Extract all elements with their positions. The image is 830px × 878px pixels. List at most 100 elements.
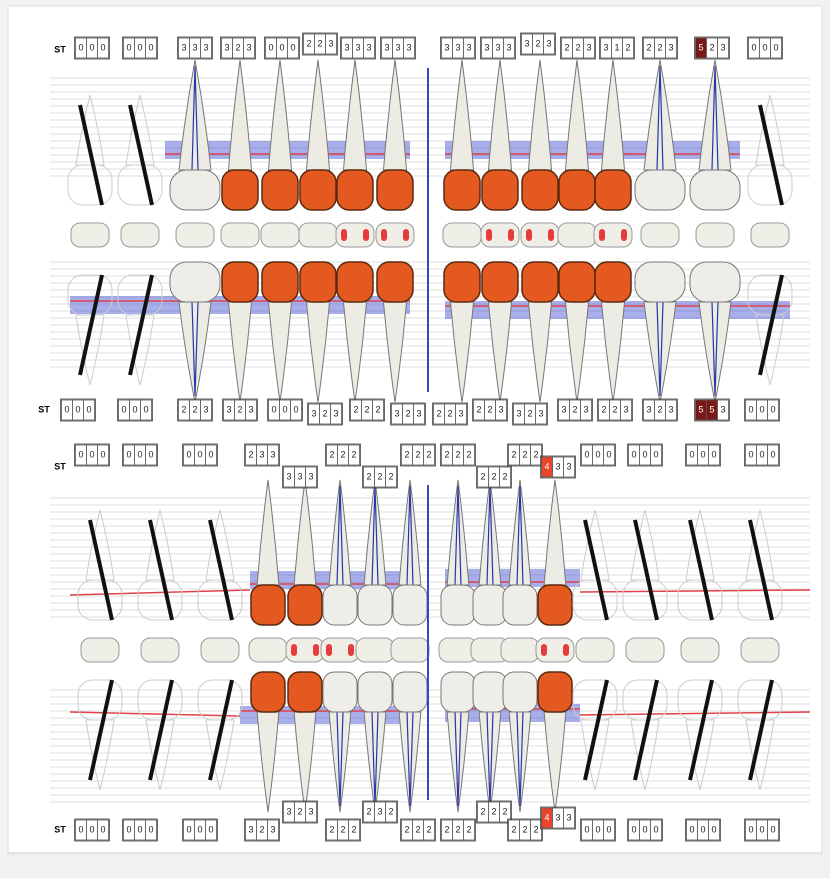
depth-value: 0 <box>186 824 191 834</box>
tooth-crown <box>300 170 336 210</box>
depth-value: 0 <box>137 449 142 459</box>
depth-value: 0 <box>689 824 694 834</box>
depth-value: 2 <box>329 449 334 459</box>
tooth-crown <box>473 672 507 712</box>
occlusal-view <box>741 638 779 662</box>
depth-value: 5 <box>698 42 703 52</box>
tooth-crown <box>538 585 572 625</box>
depth-value: 0 <box>148 449 153 459</box>
depth-value: 2 <box>366 471 371 481</box>
depth-value: 0 <box>770 404 775 414</box>
tooth-crown <box>262 262 298 302</box>
depth-value: 0 <box>653 449 658 459</box>
occlusal-view <box>751 223 789 247</box>
tooth-crown <box>393 585 427 625</box>
tooth-crown <box>170 262 220 302</box>
occlusal-view <box>356 638 394 662</box>
depth-value: 0 <box>711 824 716 834</box>
depth-value: 0 <box>89 42 94 52</box>
depth-value: 0 <box>748 824 753 834</box>
depth-value: 3 <box>623 404 628 414</box>
tooth-crown <box>690 170 740 210</box>
tooth-crown <box>323 585 357 625</box>
depth-value: 2 <box>612 404 617 414</box>
depth-value: 3 <box>466 42 471 52</box>
depth-value: 0 <box>279 42 284 52</box>
depth-value: 0 <box>121 404 126 414</box>
occlusal-view <box>121 223 159 247</box>
depth-value: 2 <box>601 404 606 414</box>
tooth-crown <box>222 262 258 302</box>
depth-value: 0 <box>689 449 694 459</box>
depth-value: 0 <box>126 449 131 459</box>
tooth-crown <box>635 262 685 302</box>
depth-value: 2 <box>436 408 441 418</box>
tooth-crown <box>222 170 258 210</box>
filling <box>541 644 547 656</box>
footer-strip <box>8 852 822 854</box>
depth-value: 0 <box>762 42 767 52</box>
depth-value: 4 <box>544 812 549 822</box>
filling <box>348 644 354 656</box>
depth-value: 5 <box>698 404 703 414</box>
depth-value: 3 <box>720 42 725 52</box>
tooth-crown <box>522 170 558 210</box>
depth-value: 3 <box>270 824 275 834</box>
depth-value: 2 <box>259 824 264 834</box>
tooth-crown <box>595 262 631 302</box>
filling <box>403 229 409 241</box>
row-label: ST <box>54 824 66 834</box>
depth-value: 0 <box>759 449 764 459</box>
depth-value: 0 <box>89 449 94 459</box>
depth-value: 3 <box>444 42 449 52</box>
depth-value: 2 <box>317 38 322 48</box>
depth-value: 2 <box>297 806 302 816</box>
occlusal-view <box>261 223 299 247</box>
tooth-crown <box>595 170 631 210</box>
depth-value: 3 <box>546 38 551 48</box>
depth-value: 0 <box>595 449 600 459</box>
occlusal-view <box>201 638 239 662</box>
depth-value: 3 <box>566 461 571 471</box>
depth-value: 0 <box>642 449 647 459</box>
depth-value: 0 <box>711 449 716 459</box>
depth-value: 2 <box>322 408 327 418</box>
depth-value: 4 <box>544 461 549 471</box>
tooth-crown <box>503 585 537 625</box>
perio-chart: ST00000033332300022333333333333332322331… <box>0 0 830 878</box>
depth-value: 3 <box>555 812 560 822</box>
tooth-crown <box>377 262 413 302</box>
depth-value: 3 <box>586 42 591 52</box>
depth-value: 0 <box>137 824 142 834</box>
depth-value: 2 <box>466 824 471 834</box>
occlusal-view <box>696 223 734 247</box>
depth-value: 0 <box>148 824 153 834</box>
filling <box>621 229 627 241</box>
depth-value: 3 <box>495 42 500 52</box>
depth-value: 0 <box>100 449 105 459</box>
row-label: ST <box>54 44 66 54</box>
depth-value: 0 <box>584 449 589 459</box>
depth-value: 2 <box>466 449 471 459</box>
depth-value: 0 <box>290 42 295 52</box>
depth-value: 2 <box>646 42 651 52</box>
depth-value: 2 <box>237 404 242 414</box>
depth-value: 3 <box>246 42 251 52</box>
depth-value: 2 <box>388 471 393 481</box>
tooth-crown <box>288 585 322 625</box>
depth-value: 2 <box>535 38 540 48</box>
depth-value: 0 <box>631 449 636 459</box>
occlusal-view <box>221 223 259 247</box>
depth-value: 2 <box>709 42 714 52</box>
depth-value: 2 <box>480 806 485 816</box>
depth-value: 0 <box>759 824 764 834</box>
depth-value: 3 <box>248 404 253 414</box>
depth-value: 2 <box>426 449 431 459</box>
tooth-crown <box>377 170 413 210</box>
depth-value: 3 <box>308 806 313 816</box>
occlusal-view <box>71 223 109 247</box>
depth-value: 3 <box>394 408 399 418</box>
depth-value: 2 <box>426 824 431 834</box>
filling <box>291 644 297 656</box>
depth-value: 2 <box>353 404 358 414</box>
